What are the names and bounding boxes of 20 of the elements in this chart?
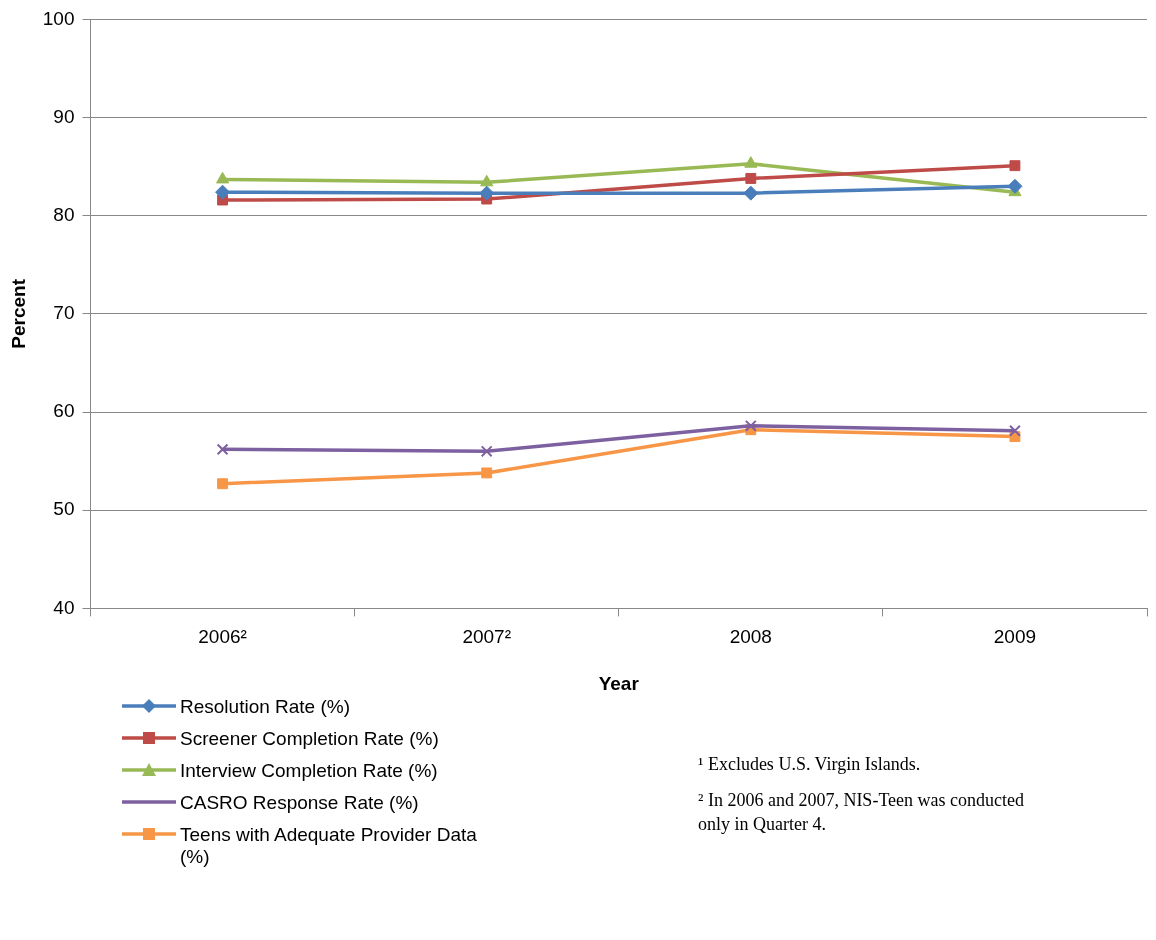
x-tick-label: 2009 [993, 626, 1037, 648]
y-tick-label: 60 [53, 400, 75, 422]
text: ¹ Excludes U.S. Virgin Islands. [698, 753, 922, 776]
y-tick-label: 70 [53, 302, 75, 324]
legend-label: Interview Completion Rate (%) [180, 760, 438, 782]
y-tick-label: 50 [53, 498, 75, 520]
y-tick-label: 40 [53, 596, 75, 618]
legend-label: Teens with Adequate Provider Data (%) [180, 824, 478, 868]
text: ² In 2006 and 2007, NIS-Teen was conducted only in Quarter 4. [698, 789, 1026, 836]
y-tick-label: 90 [53, 105, 75, 127]
x-tick-label: 2007² [462, 626, 511, 648]
x-axis-title: Year [598, 672, 640, 694]
y-tick-label: 100 [42, 7, 75, 29]
x-tick-label: 2006² [198, 626, 247, 648]
y-axis-title: Percent [7, 278, 29, 349]
y-tick-label: 80 [53, 203, 75, 225]
legend-label: CASRO Response Rate (%) [180, 792, 419, 814]
legend-label: Resolution Rate (%) [180, 696, 351, 718]
x-tick-label: 2008 [729, 626, 772, 648]
legend-label: Screener Completion Rate (%) [180, 728, 439, 750]
